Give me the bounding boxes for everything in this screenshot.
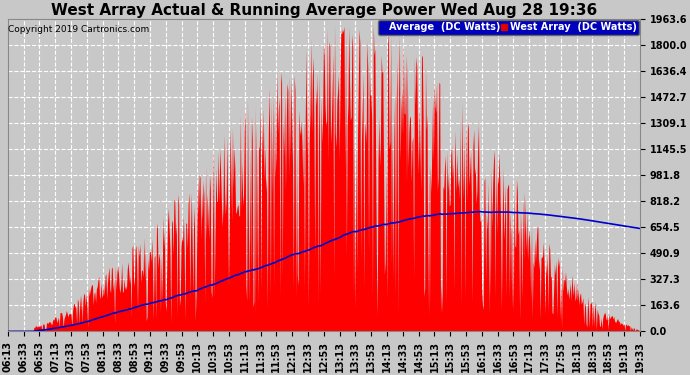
Text: Copyright 2019 Cartronics.com: Copyright 2019 Cartronics.com (8, 25, 150, 34)
Title: West Array Actual & Running Average Power Wed Aug 28 19:36: West Array Actual & Running Average Powe… (50, 3, 597, 18)
Legend: Average  (DC Watts), West Array  (DC Watts): Average (DC Watts), West Array (DC Watts… (378, 20, 639, 35)
